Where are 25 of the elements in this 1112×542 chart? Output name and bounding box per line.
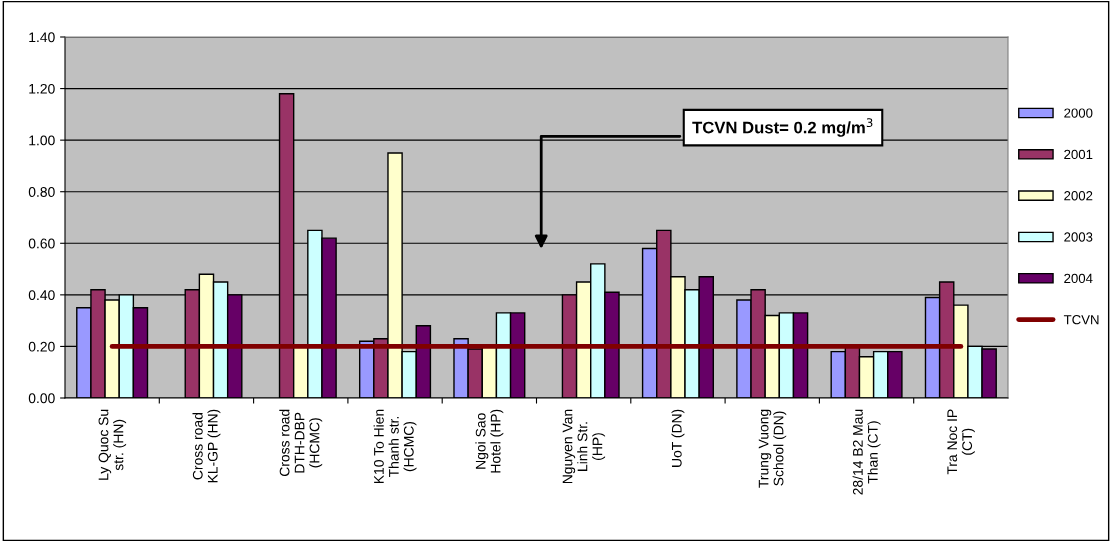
legend-label: TCVN: [1063, 315, 1099, 325]
x-tick-label: Nguyen Van Linh Str. (HP): [562, 409, 606, 484]
y-tick-label: 0.60: [28, 238, 55, 249]
y-tick-label: 0.00: [28, 393, 55, 404]
legend-label: 2003: [1064, 232, 1093, 242]
x-tick-label: K10 To Hien Thanh str. (HCMC): [373, 409, 417, 484]
x-tick-label: UoT (DN): [671, 409, 685, 467]
y-tick-label: 0.40: [28, 290, 55, 301]
x-tick-label: Ly Quoc Su str. (HN): [98, 409, 127, 480]
y-tick-label: 1.40: [29, 32, 55, 43]
annotation: TCVN Dust= 0.2 mg/m$^{3}$: [692, 118, 873, 137]
x-tick-label: Cross road DTH-DBP (HCMC): [279, 409, 323, 477]
x-tick-label: Cross road KL-GP (HN): [192, 409, 221, 483]
y-tick-label: 0.80: [28, 187, 55, 197]
legend-label: 2001: [1064, 149, 1093, 160]
x-tick-label: Ngoi Sao Hotel (HP): [475, 409, 504, 473]
x-tick-label: Trung Vuong School (DN): [758, 409, 787, 488]
legend-label: 2004: [1064, 273, 1093, 284]
y-tick-label: 1.20: [29, 83, 55, 94]
y-tick-label: 0.20: [28, 341, 55, 352]
legend-label: 2000: [1064, 108, 1093, 118]
y-tick-label: 1.00: [29, 135, 55, 146]
legend-label: 2002: [1064, 191, 1093, 201]
x-tick-label: 28/14 B2 Mau Than (CT): [852, 409, 881, 495]
x-tick-label: Tra Noc IP (CT): [947, 409, 975, 475]
